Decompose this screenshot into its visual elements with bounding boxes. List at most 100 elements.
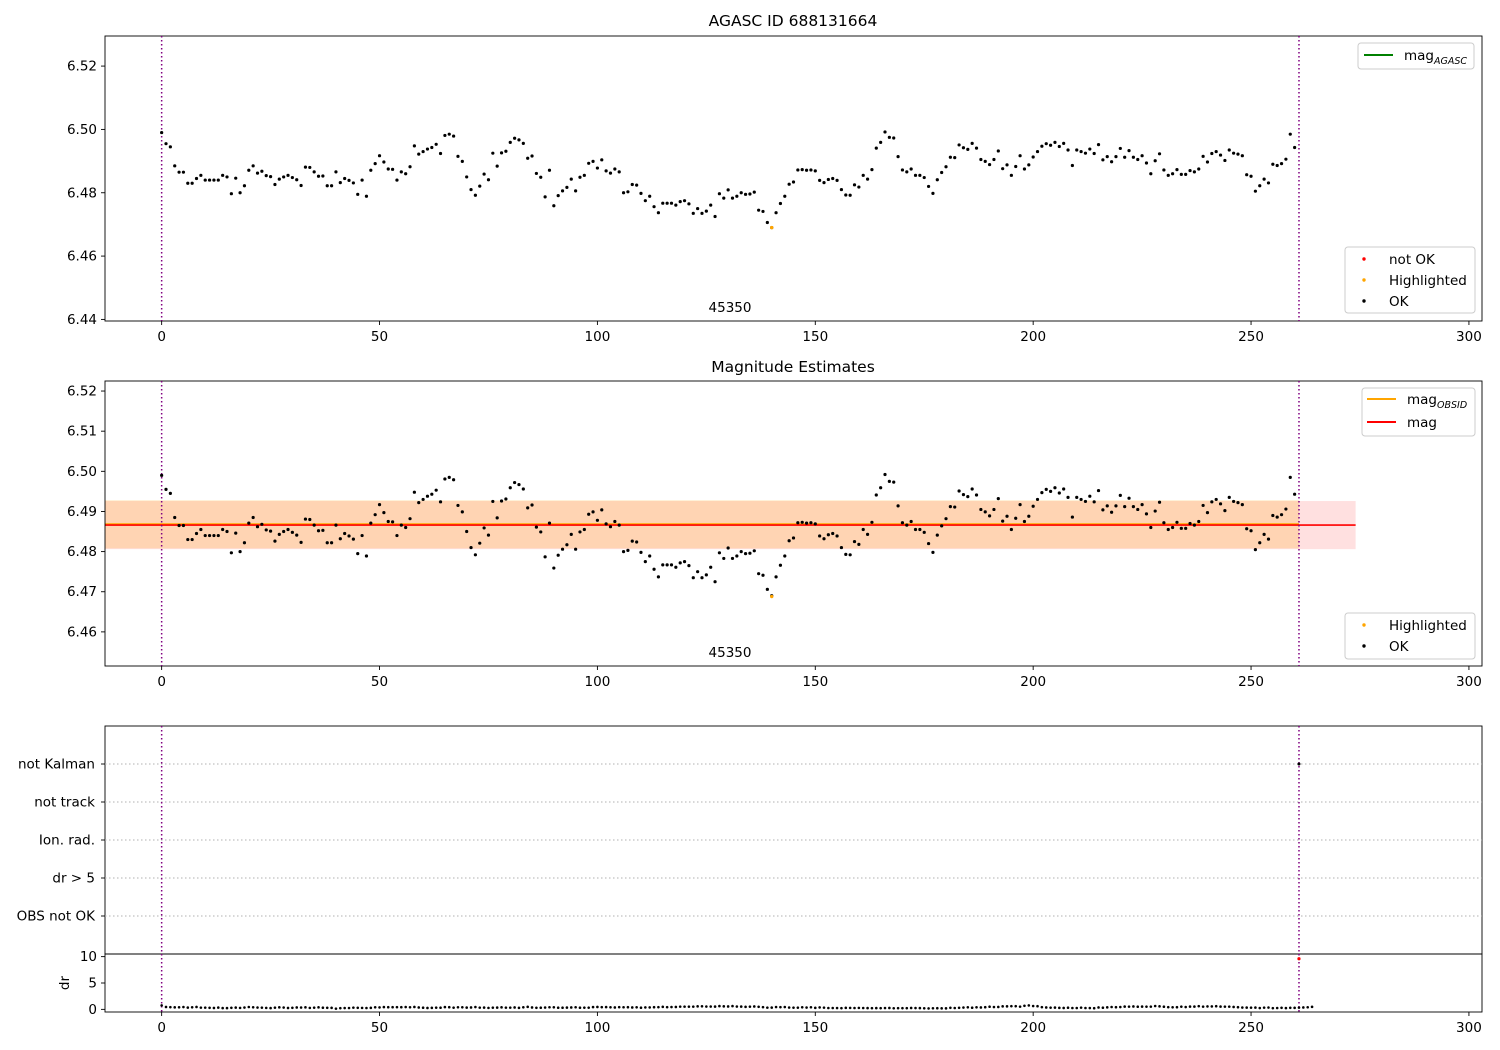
dr-point — [443, 1005, 447, 1009]
ok-point — [726, 546, 730, 550]
dr-point — [508, 1006, 512, 1009]
ok-point — [1079, 497, 1083, 502]
dr-point — [312, 1006, 316, 1009]
legend-label-sub: OBSID — [1437, 400, 1467, 411]
ok-point — [996, 149, 1000, 153]
dr-point — [883, 1006, 887, 1010]
ok-point — [386, 167, 390, 171]
dr-point — [1127, 1005, 1131, 1008]
x-tick-label: 100 — [585, 1020, 611, 1036]
ok-point — [953, 156, 957, 160]
dr-point — [391, 1005, 394, 1009]
dr-point — [975, 1006, 978, 1009]
ok-point — [948, 155, 952, 159]
marker-legend: not OK Highlighted OK — [1344, 246, 1476, 314]
ok-point — [587, 512, 591, 516]
ok-point — [940, 170, 944, 175]
dr-point — [1175, 1005, 1179, 1009]
ok-point — [591, 159, 595, 163]
ok-point — [931, 191, 935, 195]
dr-point — [840, 1006, 843, 1010]
dr-point — [866, 1006, 869, 1010]
ok-point — [896, 155, 900, 159]
dr-point — [752, 1005, 756, 1008]
ok-point — [1031, 155, 1035, 159]
ok-point — [499, 151, 504, 155]
ok-point — [839, 187, 844, 192]
dr-point — [600, 1005, 604, 1009]
ok-point — [604, 169, 608, 173]
ok-point — [1014, 516, 1018, 520]
dr-point — [1066, 1006, 1070, 1010]
dr-point — [269, 1006, 272, 1010]
ok-point — [1223, 509, 1227, 513]
dr-point — [522, 1006, 525, 1009]
ok-point — [1210, 151, 1214, 156]
ok-point — [560, 189, 565, 193]
dr-point — [264, 1006, 268, 1010]
x-tick-label: 150 — [802, 329, 828, 345]
dr-point — [1145, 1005, 1148, 1008]
dr-point — [1197, 1004, 1201, 1008]
ok-point — [347, 178, 351, 182]
ok-point — [813, 169, 817, 173]
ok-point — [804, 168, 809, 172]
ok-point — [425, 494, 430, 498]
dr-point — [857, 1006, 861, 1010]
ok-point — [452, 134, 456, 138]
legend-box — [1344, 612, 1476, 660]
dr-point — [787, 1006, 791, 1009]
ok-point — [386, 519, 390, 524]
ok-point — [852, 539, 857, 544]
dr-point — [796, 1006, 800, 1009]
ok-point — [1232, 499, 1236, 504]
ok-point — [277, 532, 281, 536]
ok-point — [966, 147, 970, 151]
ok-point — [591, 510, 595, 514]
x-tick-label: 250 — [1238, 329, 1264, 345]
ok-point — [1192, 523, 1196, 527]
ok-point — [1066, 148, 1070, 152]
obs-boundary-lines — [160, 381, 1300, 666]
ok-point — [1192, 170, 1196, 174]
panel-title: Magnitude Estimates — [711, 358, 875, 376]
ok-point — [530, 503, 534, 507]
ok-point — [818, 178, 822, 182]
ok-point — [1075, 495, 1079, 500]
ok-point — [308, 517, 312, 522]
flag-point — [1297, 762, 1301, 766]
dr-point — [1036, 1004, 1039, 1008]
dr-point — [809, 1005, 813, 1009]
legend-label-sub: AGASC — [1433, 56, 1467, 67]
dr-point — [761, 1005, 765, 1009]
dr-point — [936, 1006, 939, 1010]
ok-point — [905, 523, 909, 527]
ok-point — [1009, 173, 1013, 177]
ok-point — [343, 531, 347, 536]
ok-point — [321, 528, 325, 532]
dr-point — [478, 1006, 482, 1009]
ok-point — [887, 479, 891, 483]
ok-point — [513, 480, 517, 485]
ok-point — [617, 523, 621, 527]
dr-point — [216, 1006, 220, 1009]
ok-point — [264, 174, 268, 178]
flag-category-label: dr > 5 — [52, 871, 95, 887]
ok-point — [513, 136, 517, 140]
ok-point — [160, 473, 164, 477]
ok-point — [1096, 143, 1101, 147]
dr-point — [1053, 1006, 1057, 1009]
dr-point — [465, 1006, 468, 1009]
flag-category-label: not track — [34, 795, 95, 811]
ok-point — [303, 165, 308, 169]
y-axis-ticks: 0 5 10 — [80, 949, 105, 1018]
dr-point — [848, 1006, 852, 1010]
ok-point — [582, 527, 586, 532]
ok-point — [979, 507, 983, 512]
ok-point — [1127, 149, 1131, 153]
ok-point — [373, 162, 377, 166]
ok-point — [404, 172, 408, 176]
dr-point — [421, 1006, 425, 1010]
dr-point — [1101, 1006, 1105, 1010]
ok-point — [1057, 144, 1061, 149]
